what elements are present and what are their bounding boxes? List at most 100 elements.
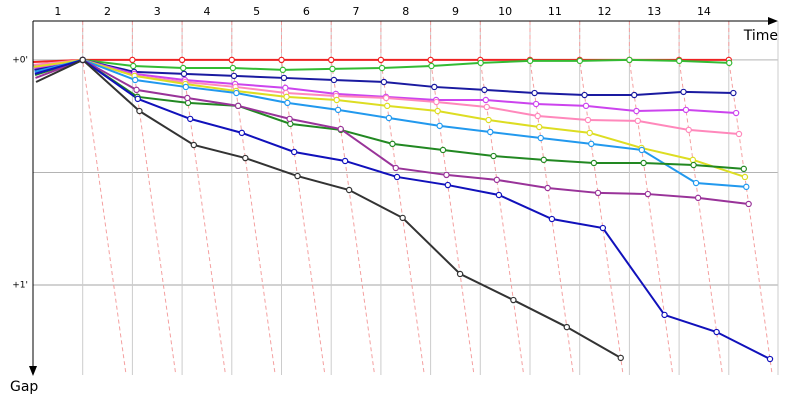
point (133, 86, 140, 94)
point (726, 59, 733, 67)
point (599, 224, 607, 232)
point (495, 191, 503, 199)
point (178, 56, 186, 64)
x-tick-label: 1 (54, 5, 61, 18)
point (180, 64, 187, 72)
point (493, 176, 501, 184)
point (280, 74, 288, 82)
x-axis-label: Time (743, 28, 778, 44)
x-tick-label: 3 (154, 5, 161, 18)
point (384, 102, 391, 110)
point (283, 93, 290, 101)
point (740, 165, 748, 173)
point (532, 100, 540, 108)
point (745, 200, 752, 208)
point (540, 156, 547, 164)
point (279, 66, 287, 74)
lap-gap-line (430, 21, 475, 376)
y-axis-label: Gap (10, 379, 38, 395)
point (282, 84, 289, 92)
point (626, 56, 633, 64)
point (136, 107, 143, 115)
point (661, 311, 668, 319)
point (286, 115, 293, 123)
point (735, 130, 743, 138)
x-axis-arrow (768, 17, 778, 25)
point (690, 161, 697, 169)
point (378, 64, 386, 72)
point (526, 57, 534, 65)
point (130, 62, 137, 70)
point (182, 83, 190, 91)
point (477, 59, 484, 67)
point (79, 56, 86, 64)
point (184, 94, 191, 102)
point (187, 115, 194, 123)
point (433, 98, 440, 106)
point (330, 76, 338, 84)
point (334, 106, 342, 114)
point (485, 116, 492, 124)
point (234, 102, 242, 110)
point (184, 99, 192, 107)
point (439, 146, 447, 154)
point (287, 120, 294, 128)
series-line (34, 58, 771, 360)
lap-gap-line (380, 21, 425, 376)
point (510, 296, 517, 304)
point (634, 117, 642, 125)
point (233, 89, 240, 97)
point (590, 159, 598, 167)
point (490, 152, 497, 160)
point (680, 88, 687, 96)
point (631, 91, 638, 99)
x-tick-label: 12 (598, 5, 612, 18)
x-tick-label: 4 (203, 5, 210, 18)
point (640, 159, 647, 167)
point (534, 112, 541, 120)
point (329, 65, 336, 73)
point (644, 190, 652, 198)
x-tick-label: 8 (402, 5, 409, 18)
x-tick-label: 5 (253, 5, 260, 18)
x-tick-label: 13 (647, 5, 661, 18)
point (399, 214, 406, 222)
plot (33, 56, 774, 363)
point (393, 173, 401, 181)
point (548, 215, 556, 223)
point (333, 96, 340, 104)
point (294, 172, 301, 180)
point (544, 184, 551, 192)
x-tick-label: 14 (697, 5, 711, 18)
point (481, 86, 488, 94)
point (428, 62, 435, 70)
point (483, 103, 490, 111)
y-axis-arrow (29, 366, 37, 376)
point (713, 328, 720, 336)
point (588, 140, 595, 148)
point (741, 173, 749, 181)
point (692, 179, 700, 187)
point (584, 116, 592, 124)
point (380, 78, 388, 86)
lap-gap-line (579, 21, 624, 376)
point (482, 96, 490, 104)
point (487, 128, 494, 136)
point (290, 148, 298, 156)
lap-gap-line (330, 21, 376, 376)
point (730, 89, 737, 97)
point (576, 57, 584, 65)
point (242, 154, 249, 162)
point (180, 70, 188, 78)
point (456, 270, 464, 278)
point (617, 354, 624, 362)
point (238, 129, 246, 137)
point (431, 83, 438, 91)
point (427, 56, 434, 64)
x-tick-label: 11 (548, 5, 562, 18)
y-tick-label: +0' (12, 55, 28, 65)
point (228, 56, 235, 64)
point (531, 89, 538, 97)
point (444, 181, 452, 189)
